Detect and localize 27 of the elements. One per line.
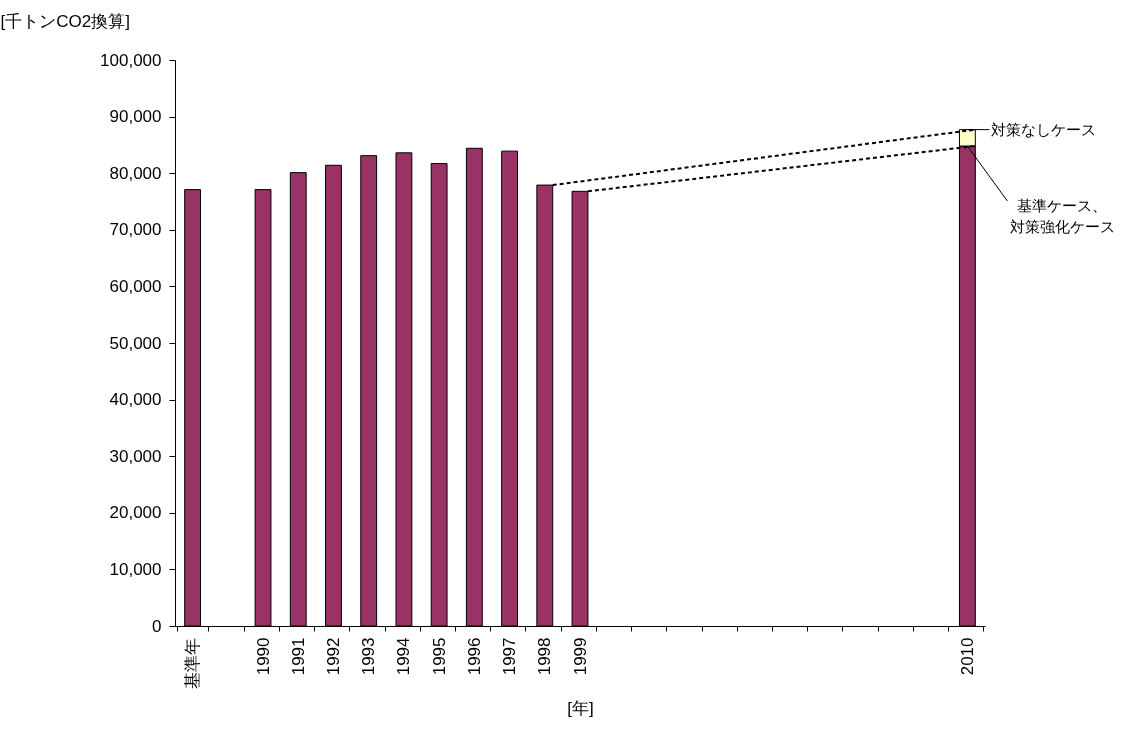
x-tick-label: 1990 bbox=[253, 637, 273, 676]
x-tick-label: 1997 bbox=[500, 637, 520, 676]
y-tick-label: 0 bbox=[152, 616, 162, 636]
x-tick-label: 1998 bbox=[535, 637, 555, 676]
annotation: 対策なしケース bbox=[991, 120, 1097, 138]
x-axis-title: [年] bbox=[567, 698, 594, 718]
y-tick-label: 50,000 bbox=[109, 333, 162, 353]
y-tick-label: 20,000 bbox=[109, 503, 162, 523]
x-tick-label: 1992 bbox=[323, 637, 343, 676]
y-tick-label: 100,000 bbox=[100, 50, 162, 70]
x-tick-label: 2010 bbox=[957, 637, 977, 676]
x-tick-label: 1991 bbox=[288, 637, 308, 676]
y-tick-label: 10,000 bbox=[109, 559, 162, 579]
x-tick-label: 1993 bbox=[359, 637, 379, 676]
x-tick-label: 1996 bbox=[464, 637, 484, 676]
y-axis-title: [千トンCO2換算] bbox=[0, 11, 130, 31]
x-tick-label: 1994 bbox=[394, 637, 414, 676]
y-tick-label: 70,000 bbox=[109, 220, 162, 240]
x-tick-label: 1995 bbox=[429, 637, 449, 676]
x-tick-label: 1999 bbox=[570, 637, 590, 676]
x-tick-label: 基準年 bbox=[183, 637, 203, 689]
y-tick-label: 30,000 bbox=[109, 446, 162, 466]
y-tick-label: 60,000 bbox=[109, 276, 162, 296]
y-tick-label: 80,000 bbox=[109, 163, 162, 183]
y-tick-label: 90,000 bbox=[109, 107, 162, 127]
y-tick-label: 40,000 bbox=[109, 390, 162, 410]
annotation: 基準ケース、対策強化ケース bbox=[1009, 197, 1115, 236]
